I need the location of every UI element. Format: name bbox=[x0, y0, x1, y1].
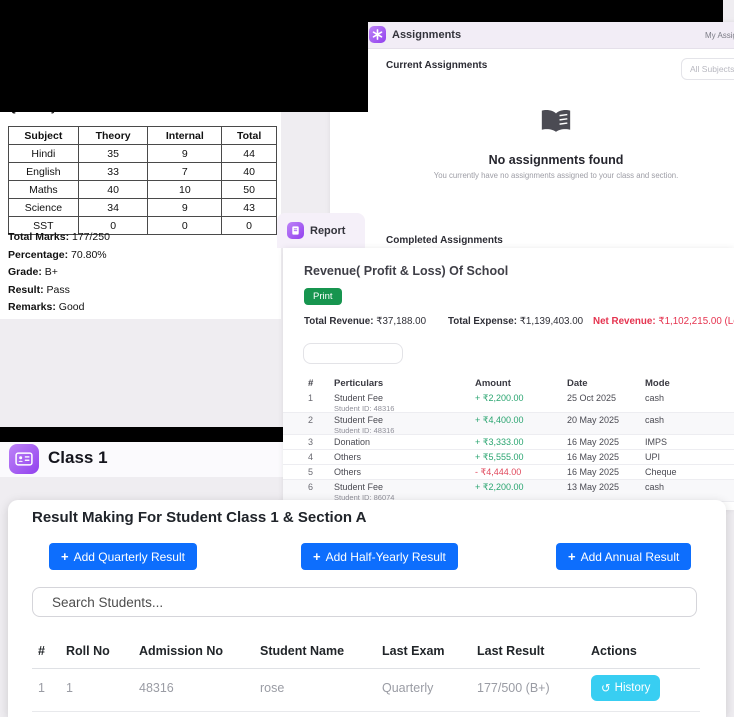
empty-state-title: No assignments found bbox=[488, 153, 624, 167]
amount: - ₹4,444.00 bbox=[475, 467, 522, 477]
add-half-yearly-result-button[interactable]: + Add Half-Yearly Result bbox=[301, 543, 458, 570]
nav-item-my-assignments[interactable]: My Assignment bbox=[705, 31, 734, 40]
table-row: 1 Student Fee Student ID: 48316 + ₹2,200.… bbox=[283, 391, 734, 413]
table-row: Hindi 35 9 44 bbox=[8, 144, 277, 163]
col-header: Mode bbox=[645, 378, 670, 389]
assignments-panel: Assignments My Assignment Current Assign… bbox=[330, 22, 734, 250]
transactions-table: 1 Student Fee Student ID: 48316 + ₹2,200.… bbox=[283, 391, 734, 502]
add-annual-result-button[interactable]: + Add Annual Result bbox=[556, 543, 692, 570]
col-header: Internal bbox=[147, 126, 223, 145]
empty-state-subtitle: You currently have no assignments assign… bbox=[433, 171, 679, 180]
amount: + ₹4,400.00 bbox=[475, 415, 524, 425]
col-header: Perticulars bbox=[334, 378, 384, 389]
col-header: Actions bbox=[591, 644, 637, 658]
result-making-heading: Result Making For Student Class 1 & Sect… bbox=[32, 509, 367, 526]
col-header: Date bbox=[567, 378, 588, 389]
table-row: 4 Others + ₹5,555.00 16 May 2025 UPI bbox=[283, 450, 734, 465]
result-making-panel: Result Making For Student Class 1 & Sect… bbox=[8, 500, 726, 717]
col-header: Subject bbox=[8, 126, 79, 145]
history-icon: ↺ bbox=[601, 683, 611, 695]
print-button[interactable]: Print bbox=[304, 288, 342, 305]
page-title: Class 1 bbox=[48, 448, 108, 467]
table-row: Science 34 9 43 bbox=[8, 198, 277, 217]
table-row: SST 0 0 0 bbox=[8, 216, 277, 235]
divider bbox=[32, 668, 700, 669]
admission-no: 48316 bbox=[139, 681, 174, 695]
table-header-row: Subject Theory Internal Total bbox=[8, 126, 277, 145]
panel-title: Report bbox=[310, 225, 346, 237]
amount: + ₹3,333.00 bbox=[475, 437, 524, 447]
divider bbox=[32, 711, 700, 712]
redacted-black-block bbox=[0, 0, 368, 112]
revenue-heading: Revenue( Profit & Loss) Of School bbox=[304, 264, 509, 278]
marks-table: Subject Theory Internal Total Hindi 35 9 44… bbox=[8, 126, 277, 235]
col-header: Last Result bbox=[477, 644, 545, 658]
class-header: Class 1 bbox=[0, 442, 283, 477]
report-icon bbox=[287, 222, 304, 239]
col-header: # bbox=[38, 644, 45, 658]
last-exam: Quarterly bbox=[382, 681, 434, 695]
section-completed-assignments: Completed Assignments bbox=[386, 235, 503, 246]
total-marks-line: Total Marks: 177/250 bbox=[8, 231, 110, 243]
open-book-icon bbox=[539, 106, 573, 143]
roll-no: 1 bbox=[66, 681, 73, 695]
id-card-icon bbox=[9, 444, 39, 474]
col-header: Last Exam bbox=[382, 644, 445, 658]
table-row: 6 Student Fee Student ID: 86074 + ₹2,200.… bbox=[283, 480, 734, 502]
col-header: Admission No bbox=[139, 644, 224, 658]
total-revenue: Total Revenue: ₹37,188.00 bbox=[304, 316, 427, 327]
grade-line: Grade: B+ bbox=[8, 266, 58, 278]
amount: + ₹5,555.00 bbox=[475, 452, 524, 462]
section-current-assignments: Current Assignments bbox=[386, 60, 488, 71]
report-tab[interactable]: Report bbox=[277, 213, 365, 248]
col-header: Amount bbox=[475, 378, 511, 389]
result-line: Result: Pass bbox=[8, 283, 70, 296]
student-name: rose bbox=[260, 681, 285, 695]
total-expense: Total Expense: ₹1,139,403.00 bbox=[448, 316, 584, 327]
col-header: Theory bbox=[77, 126, 149, 145]
table-row: 3 Donation + ₹3,333.00 16 May 2025 IMPS bbox=[283, 435, 734, 450]
assignments-header: Assignments My Assignment bbox=[330, 22, 734, 49]
subject-filter-dropdown[interactable]: All Subjects ⌄ bbox=[681, 58, 734, 80]
search-students-input[interactable] bbox=[32, 587, 697, 617]
last-result: 177/500 (B+) bbox=[477, 681, 550, 695]
amount: + ₹2,200.00 bbox=[475, 482, 524, 492]
net-revenue: Net Revenue: ₹1,102,215.00 (Loss) bbox=[593, 316, 734, 327]
table-row: 2 Student Fee Student ID: 48316 + ₹4,400.… bbox=[283, 413, 734, 435]
col-header: Student Name bbox=[260, 644, 345, 658]
col-header: # bbox=[308, 378, 314, 389]
report-body: Revenue( Profit & Loss) Of School Print … bbox=[283, 248, 734, 510]
add-quarterly-result-button[interactable]: + Add Quarterly Result bbox=[49, 543, 197, 570]
history-button[interactable]: ↺ History bbox=[591, 675, 661, 701]
amount: + ₹2,200.00 bbox=[475, 393, 524, 403]
plus-icon: + bbox=[568, 549, 576, 564]
col-header: Roll No bbox=[66, 644, 110, 658]
plus-icon: + bbox=[61, 549, 69, 564]
row-index: 1 bbox=[38, 681, 45, 695]
plus-icon: + bbox=[313, 549, 321, 564]
assignments-icon bbox=[369, 26, 386, 43]
table-row: Maths 40 10 50 bbox=[8, 180, 277, 199]
redacted-black-strip bbox=[0, 427, 283, 442]
result-summary: Total Marks: 177/250 Percentage: 70.80% … bbox=[8, 229, 110, 317]
table-row: 5 Others - ₹4,444.00 16 May 2025 Cheque bbox=[283, 465, 734, 480]
percentage-line: Percentage: 70.80% bbox=[8, 248, 107, 261]
col-header: Total bbox=[221, 126, 277, 145]
table-row: English 33 7 40 bbox=[8, 162, 277, 181]
panel-title: Assignments bbox=[392, 29, 462, 41]
report-filter-input[interactable] bbox=[303, 343, 403, 364]
remarks-line: Remarks: Good bbox=[8, 301, 85, 313]
